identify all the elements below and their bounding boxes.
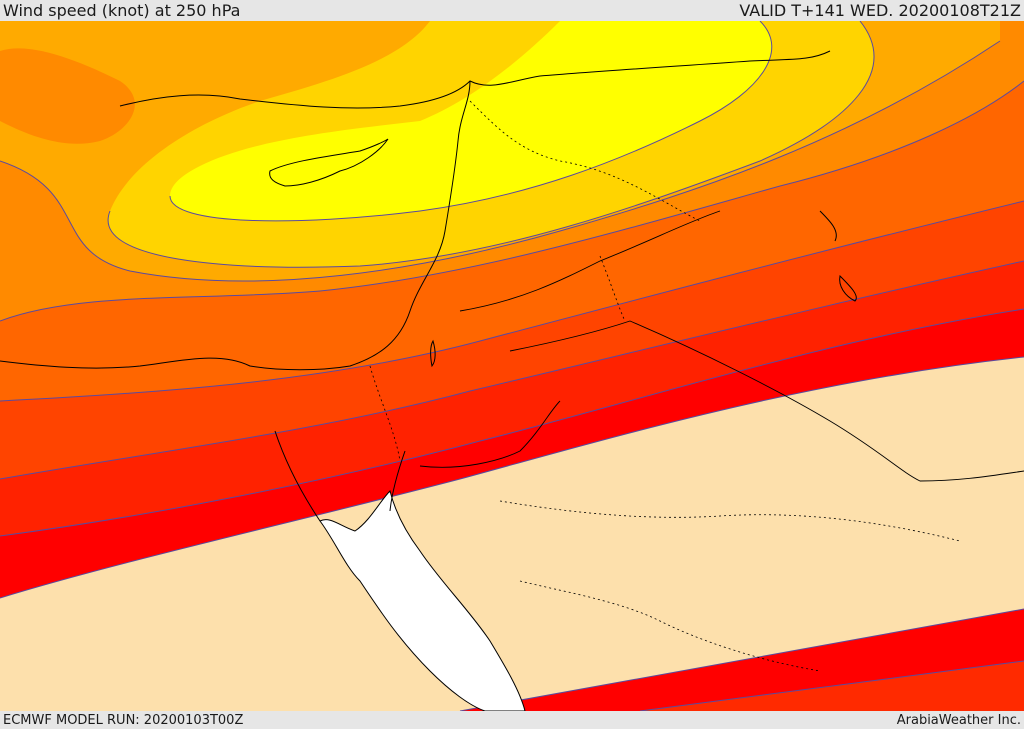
jet-core <box>170 21 772 221</box>
isotach-contours <box>0 21 1024 711</box>
footer-bar: ECMWF MODEL RUN: 20200103T00Z ArabiaWeat… <box>0 711 1024 729</box>
coastlines <box>0 50 857 522</box>
credit: ArabiaWeather Inc. <box>896 712 1021 728</box>
red-sea <box>319 490 526 711</box>
borders-solid <box>419 210 1024 482</box>
valid-time: VALID T+141 WED. 20200108T21Z <box>739 1 1021 20</box>
weather-map[interactable] <box>0 21 1024 711</box>
header-bar: Wind speed (knot) at 250 hPa VALID T+141… <box>0 0 1024 21</box>
model-run: ECMWF MODEL RUN: 20200103T00Z <box>3 712 244 728</box>
wind-speed-map <box>0 21 1024 711</box>
borders <box>369 100 961 672</box>
map-title: Wind speed (knot) at 250 hPa <box>3 1 241 20</box>
nw-orange-patch <box>0 48 135 144</box>
